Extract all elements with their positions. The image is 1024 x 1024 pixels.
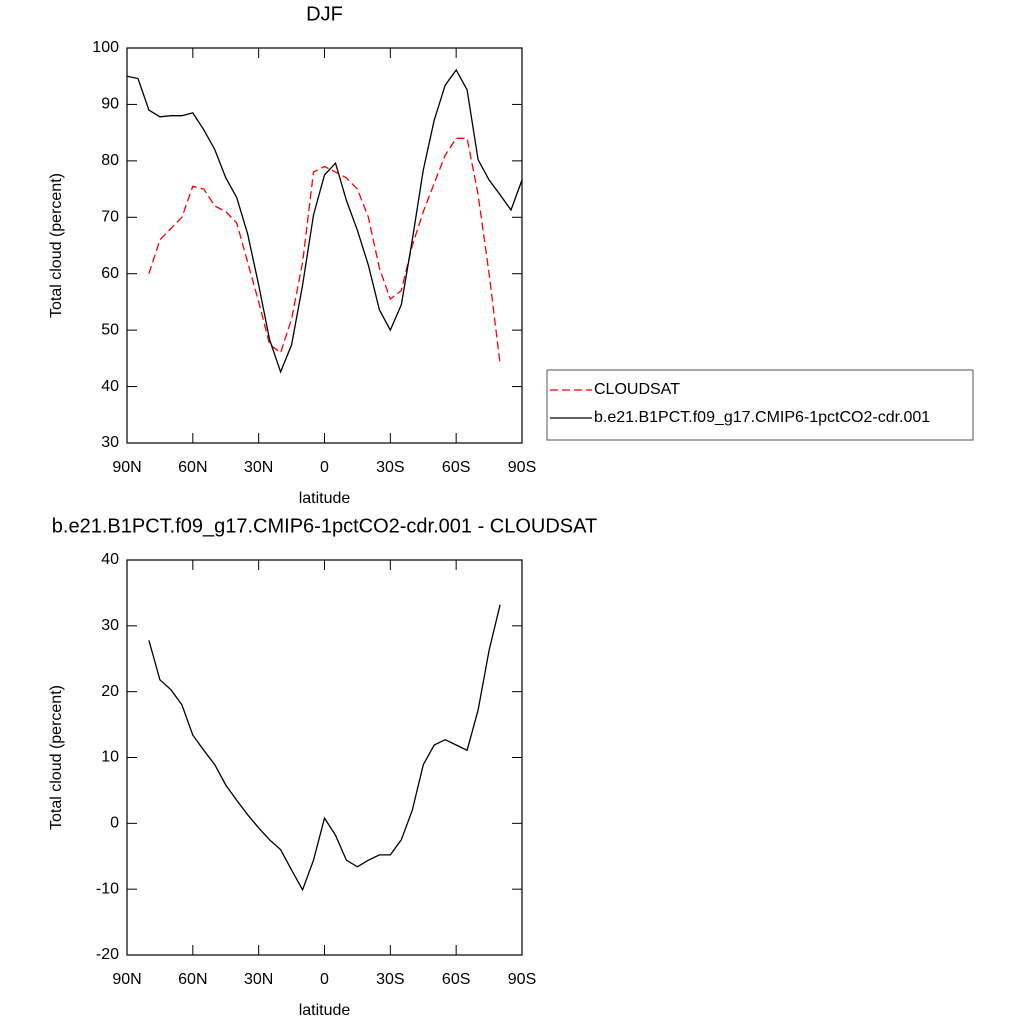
- y-axis-label: Total cloud (percent): [48, 685, 65, 830]
- y-tick-label: 70: [101, 209, 119, 226]
- data-line: [148, 604, 501, 892]
- panel: DJF latitude Total cloud (percent) 30 40 50 60…: [48, 3, 974, 507]
- data-line: [126, 68, 523, 374]
- x-axis-label: latitude: [299, 490, 351, 507]
- y-tick-label: 0: [110, 815, 119, 832]
- y-tick-label: 30: [101, 617, 119, 634]
- legend-label: b.e21.B1PCT.f09_g17.CMIP6-1pctCO2-cdr.00…: [594, 409, 930, 426]
- chart-title: DJF: [306, 3, 343, 25]
- x-tick-label: 30S: [376, 459, 404, 476]
- x-tick-label: 30N: [244, 971, 273, 988]
- plot-frame: [126, 47, 523, 444]
- x-tick-label: 60S: [442, 971, 470, 988]
- y-tick-label: 90: [101, 96, 119, 113]
- x-tick-label: 30S: [376, 971, 404, 988]
- x-tick-label: 30N: [244, 459, 273, 476]
- x-tick-label: 0: [320, 971, 329, 988]
- plot-frame: [126, 559, 523, 956]
- y-tick-label: 100: [92, 39, 119, 56]
- y-tick-label: -10: [96, 880, 119, 897]
- legend-box: [546, 369, 974, 441]
- x-tick-label: 60S: [442, 459, 470, 476]
- y-tick-label: 50: [101, 321, 119, 338]
- y-tick-label: 40: [101, 551, 119, 568]
- chart-title: b.e21.B1PCT.f09_g17.CMIP6-1pctCO2-cdr.00…: [52, 515, 597, 537]
- x-tick-label: 90S: [508, 971, 536, 988]
- y-tick-label: 80: [101, 152, 119, 169]
- x-tick-label: 0: [320, 459, 329, 476]
- data-line: [148, 137, 501, 365]
- y-tick-label: 60: [101, 265, 119, 282]
- x-axis-label: latitude: [299, 1002, 351, 1019]
- x-tick-label: 60N: [178, 971, 207, 988]
- y-tick-label: 20: [101, 683, 119, 700]
- y-tick-label: 30: [101, 434, 119, 451]
- y-axis-label: Total cloud (percent): [48, 173, 65, 318]
- legend-label: CLOUDSAT: [594, 381, 680, 398]
- x-tick-label: 90N: [112, 971, 141, 988]
- y-tick-label: -20: [96, 946, 119, 963]
- x-tick-label: 90S: [508, 459, 536, 476]
- y-tick-label: 10: [101, 749, 119, 766]
- panel: b.e21.B1PCT.f09_g17.CMIP6-1pctCO2-cdr.00…: [48, 515, 597, 1019]
- y-tick-label: 40: [101, 378, 119, 395]
- x-tick-label: 60N: [178, 459, 207, 476]
- x-tick-label: 90N: [112, 459, 141, 476]
